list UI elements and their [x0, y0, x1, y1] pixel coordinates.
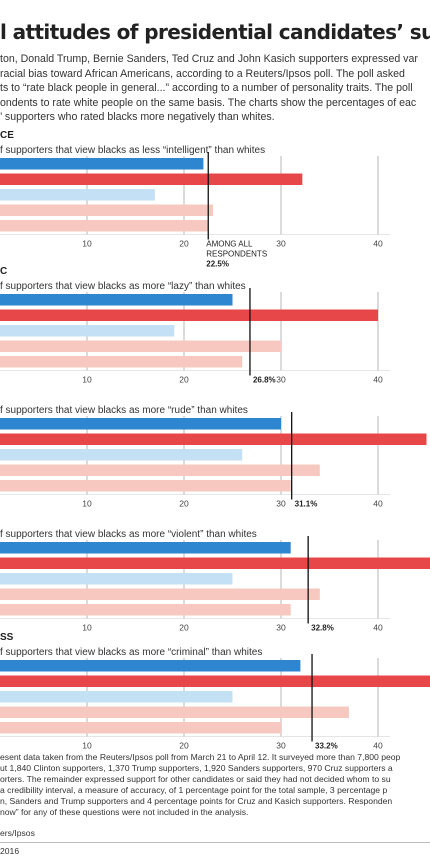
- tick-label: 30: [276, 741, 286, 751]
- tick-label: 10: [82, 499, 92, 509]
- tick-label: 40: [373, 499, 383, 509]
- tick-label: 20: [179, 239, 189, 249]
- bar-cruz: [0, 464, 320, 476]
- bar-trump: [0, 309, 378, 321]
- intro-line: racial bias toward African Americans, ac…: [0, 67, 405, 80]
- bar-sanders: [0, 189, 155, 201]
- tick-label: 20: [179, 623, 189, 633]
- panel-subtitle: f supporters that view blacks as less “i…: [0, 145, 265, 156]
- bar-kasich: [0, 356, 243, 368]
- bar-sanders: [0, 449, 243, 461]
- notes-line: n, Sanders and Trump supporters and 4 pe…: [0, 795, 393, 806]
- panel-title: SS: [0, 632, 14, 643]
- bar-kasich: [0, 604, 291, 616]
- tick-label: 30: [276, 375, 286, 385]
- average-value-label: 26.8%: [253, 376, 276, 385]
- tick-label: 40: [373, 741, 383, 751]
- bar-trump: [0, 557, 430, 569]
- bar-clinton: [0, 158, 204, 170]
- chart-title: l attitudes of presidential candidates’ …: [0, 20, 430, 44]
- intro-line: ’ supporters who rated blacks more negat…: [0, 111, 275, 123]
- tick-label: 40: [373, 623, 383, 633]
- bar-trump: [0, 675, 430, 687]
- tick-label: 20: [179, 499, 189, 509]
- intro-line: ton, Donald Trump, Bernie Sanders, Ted C…: [0, 53, 418, 65]
- tick-label: 30: [276, 499, 286, 509]
- tick-label: 10: [82, 375, 92, 385]
- tick-label: 40: [373, 239, 383, 249]
- tick-label: 40: [373, 375, 383, 385]
- bar-clinton: [0, 418, 281, 430]
- bar-trump: [0, 173, 303, 185]
- bar-sanders: [0, 573, 233, 585]
- tick-label: 20: [179, 741, 189, 751]
- bar-kasich: [0, 220, 209, 232]
- average-value-label: 32.8%: [311, 624, 334, 633]
- bar-clinton: [0, 542, 291, 554]
- date-text: 2016: [0, 846, 20, 856]
- bar-kasich: [0, 722, 281, 734]
- tick-label: 10: [82, 741, 92, 751]
- bar-sanders: [0, 325, 175, 337]
- average-value-label: 33.2%: [315, 742, 338, 751]
- panel-subtitle: f supporters that view blacks as more “l…: [0, 281, 246, 292]
- panel-title: CE: [0, 130, 14, 141]
- notes-line: esent data taken from the Reuters/Ipsos …: [0, 752, 401, 762]
- intro-line: ondents to rate white people on the same…: [0, 96, 417, 109]
- panel-subtitle: f supporters that view blacks as more “r…: [0, 405, 248, 416]
- panel-title: C: [0, 266, 7, 277]
- average-value-label: 31.1%: [295, 500, 318, 509]
- intro-line: ts to “rate black people in general...” …: [0, 82, 413, 94]
- bar-cruz: [0, 588, 320, 600]
- bar-cruz: [0, 340, 281, 352]
- tick-label: 30: [276, 623, 286, 633]
- notes-text: esent data taken from the Reuters/Ipsos …: [0, 752, 430, 817]
- bar-cruz: [0, 706, 349, 718]
- panel-subtitle: f supporters that view blacks as more “c…: [0, 647, 262, 658]
- source-text: ers/Ipsos: [0, 828, 35, 838]
- bar-trump: [0, 433, 427, 445]
- bar-kasich: [0, 480, 291, 492]
- notes-line: ut 1,840 Clinton supporters, 1,370 Trump…: [0, 762, 393, 773]
- notes-line: a credibility interval, a measure of acc…: [0, 784, 388, 795]
- tick-label: 10: [82, 623, 92, 633]
- average-label: AMONG ALL: [206, 240, 253, 249]
- average-label: RESPONDENTS: [206, 250, 267, 259]
- average-value-label: 22.5%: [206, 260, 229, 269]
- tick-label: 30: [276, 239, 286, 249]
- bar-sanders: [0, 691, 233, 703]
- panel-subtitle: f supporters that view blacks as more “v…: [0, 529, 257, 540]
- bar-clinton: [0, 660, 301, 672]
- bar-clinton: [0, 294, 233, 306]
- footer-divider: [0, 842, 430, 843]
- tick-label: 20: [179, 375, 189, 385]
- tick-label: 10: [82, 239, 92, 249]
- notes-line: now” for any of these questions were not…: [0, 806, 249, 817]
- bar-cruz: [0, 204, 214, 216]
- intro-text: ton, Donald Trump, Bernie Sanders, Ted C…: [0, 52, 430, 125]
- notes-line: orters. The remainder expressed support …: [0, 773, 391, 784]
